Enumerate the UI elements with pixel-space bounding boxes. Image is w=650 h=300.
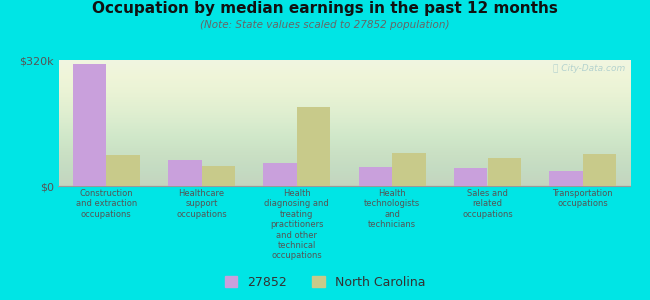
- Text: (Note: State values scaled to 27852 population): (Note: State values scaled to 27852 popu…: [200, 20, 450, 29]
- Text: ⓘ City-Data.com: ⓘ City-Data.com: [552, 64, 625, 73]
- Text: Transportation
occupations: Transportation occupations: [552, 189, 613, 208]
- Text: Health
technologists
and
technicians: Health technologists and technicians: [364, 189, 421, 229]
- Bar: [583, 154, 616, 186]
- Text: Sales and
related
occupations: Sales and related occupations: [462, 189, 513, 219]
- Bar: [73, 64, 106, 186]
- Bar: [106, 155, 140, 186]
- Text: Healthcare
support
occupations: Healthcare support occupations: [176, 189, 227, 219]
- Text: Occupation by median earnings in the past 12 months: Occupation by median earnings in the pas…: [92, 2, 558, 16]
- Bar: [168, 160, 202, 186]
- Bar: [454, 168, 488, 186]
- Bar: [297, 107, 330, 186]
- Bar: [359, 167, 392, 186]
- Bar: [263, 163, 297, 186]
- Bar: [488, 158, 521, 186]
- Bar: [392, 152, 426, 186]
- Bar: [549, 171, 583, 186]
- Text: Construction
and extraction
occupations: Construction and extraction occupations: [75, 189, 136, 219]
- Legend: 27852, North Carolina: 27852, North Carolina: [220, 271, 430, 294]
- Bar: [202, 166, 235, 186]
- Text: Health
diagnosing and
treating
practitioners
and other
technical
occupations: Health diagnosing and treating practitio…: [265, 189, 329, 260]
